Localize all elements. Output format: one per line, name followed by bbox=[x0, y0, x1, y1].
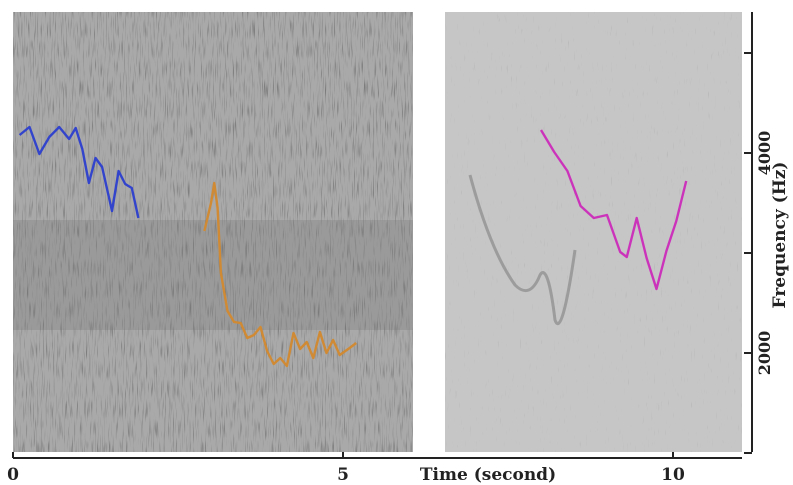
y-axis-ticks: 2000 4000 bbox=[744, 52, 774, 454]
x-axis-title: Time (second) bbox=[420, 465, 556, 485]
right-pitch-contour-0 bbox=[539, 129, 688, 291]
left-spectrogram-panel bbox=[13, 12, 413, 452]
pitch-contours bbox=[18, 125, 688, 368]
panel-gap bbox=[413, 12, 445, 452]
x-axis-ticks: 0 5 10 bbox=[7, 452, 685, 485]
left-pitch-contour-1 bbox=[203, 181, 357, 368]
x-tick-label: 0 bbox=[7, 465, 19, 485]
x-tick-label: 5 bbox=[337, 465, 349, 485]
right-spectrogram-panel bbox=[445, 12, 742, 452]
y-tick-label: 4000 bbox=[755, 131, 774, 176]
left-pitch-contour-0 bbox=[18, 125, 140, 219]
y-tick-label: 2000 bbox=[755, 331, 774, 376]
x-tick-label: 10 bbox=[661, 465, 685, 485]
y-axis-title: Frequency (Hz) bbox=[770, 162, 790, 309]
